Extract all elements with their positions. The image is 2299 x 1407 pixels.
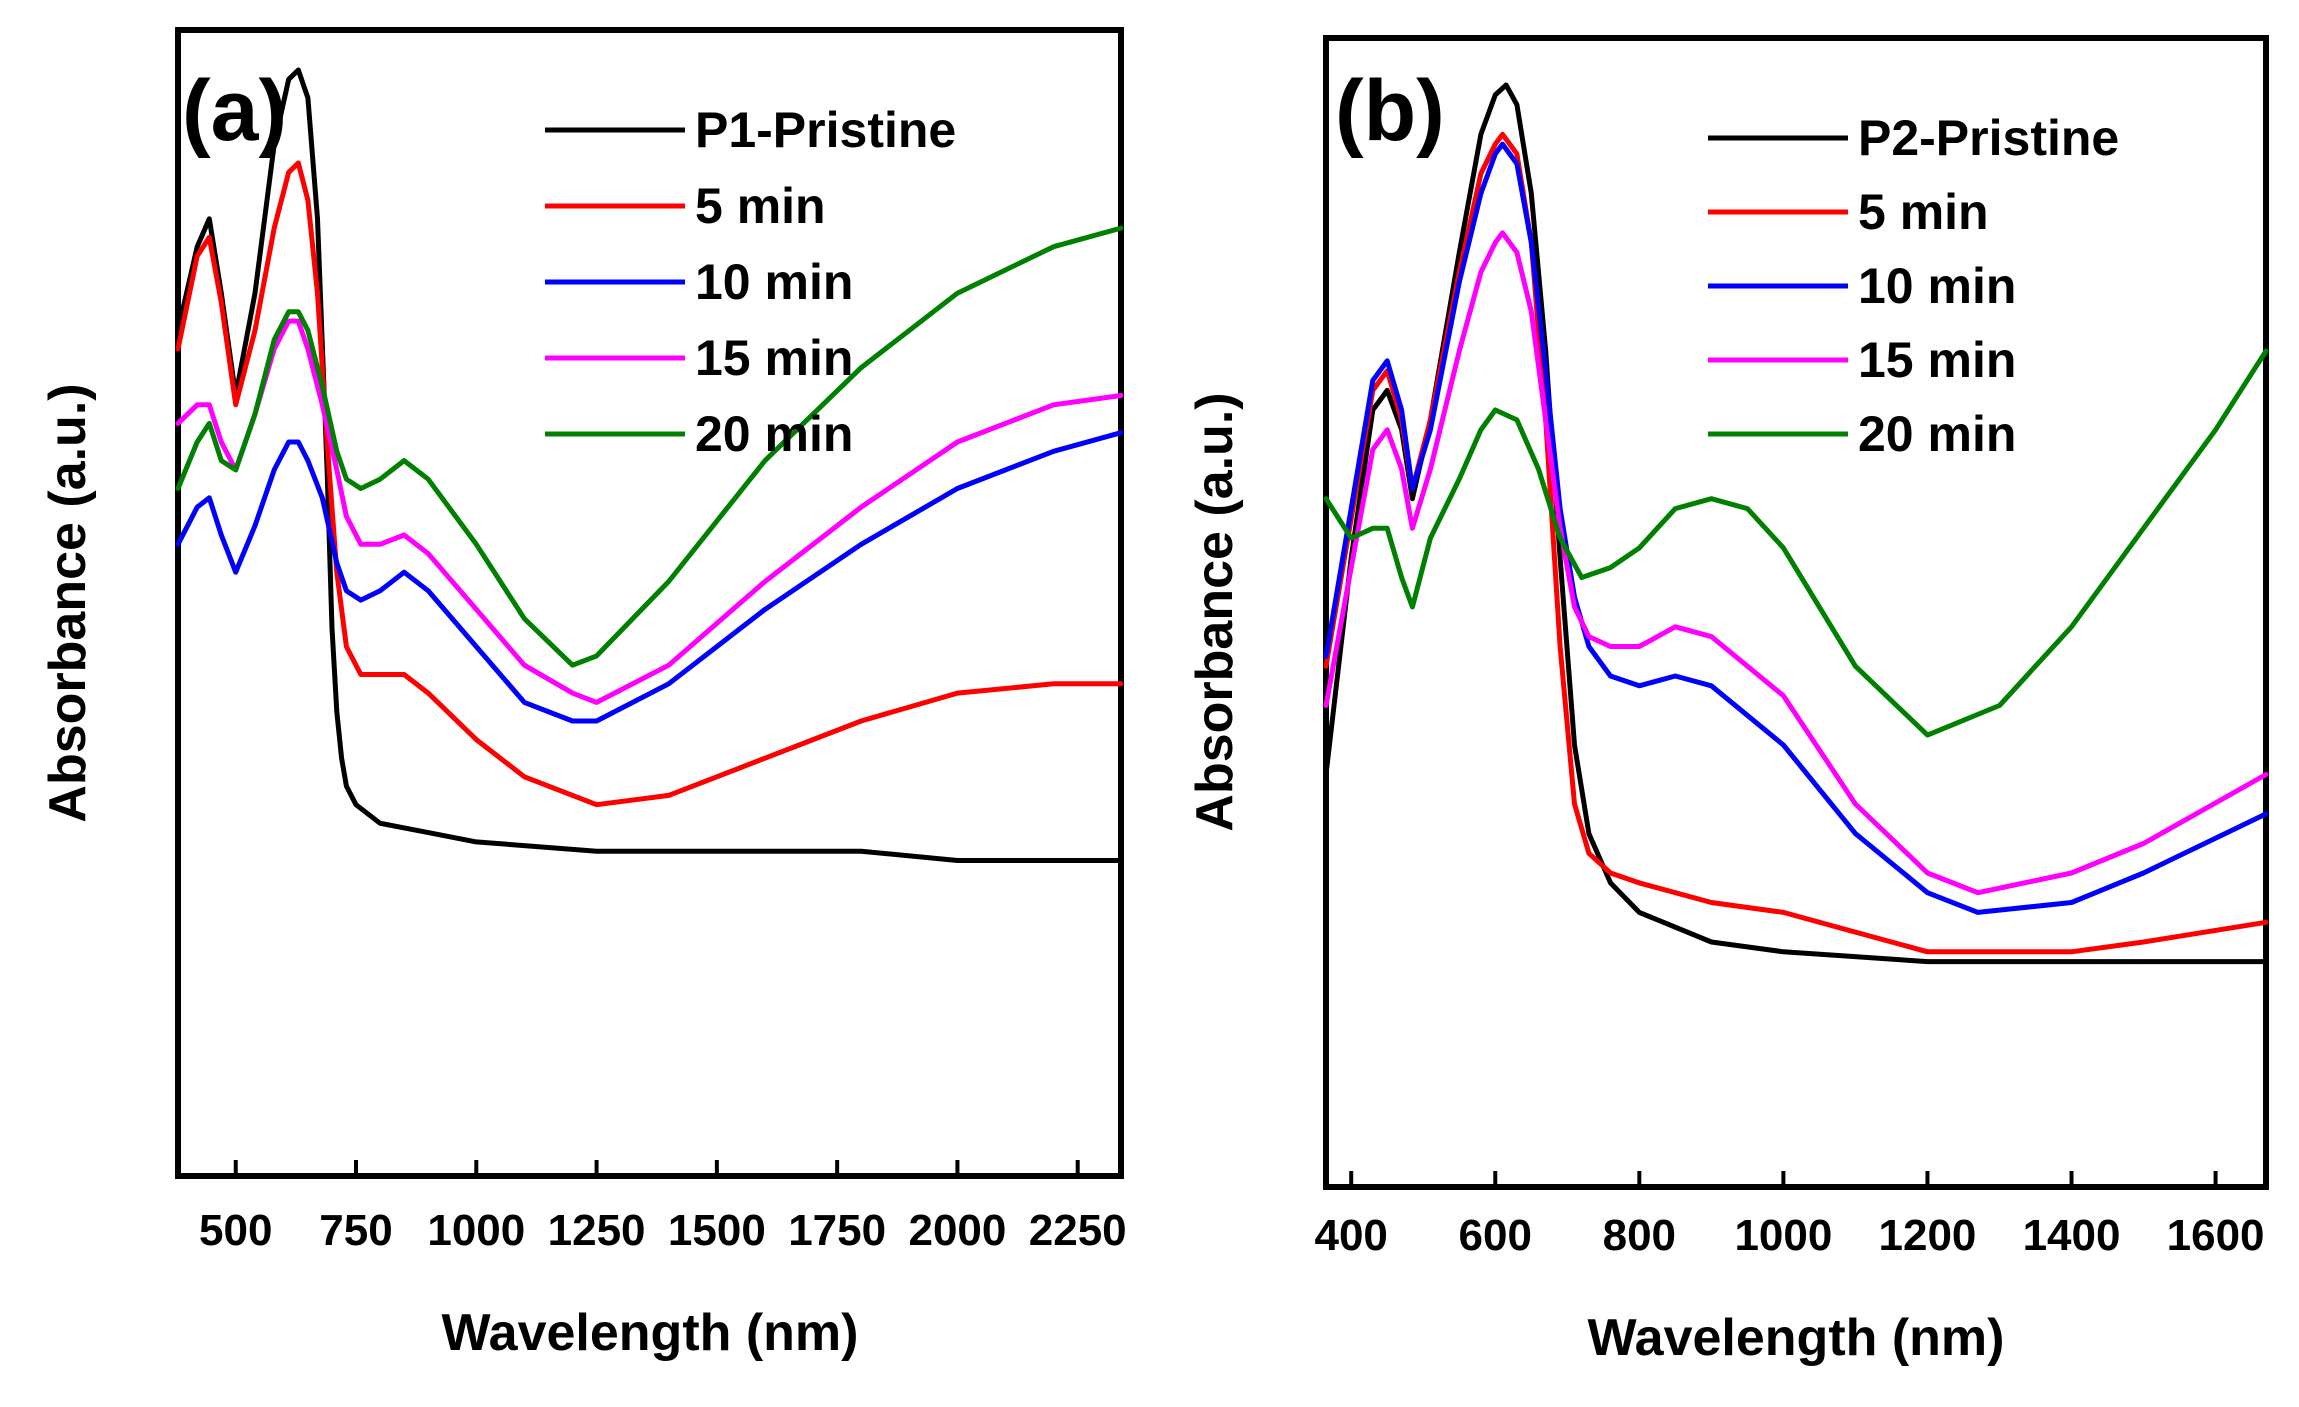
x-tick-label-b-5: 1400 <box>2023 1211 2121 1260</box>
series-group-a <box>175 67 1124 863</box>
x-tick-label-b-4: 1200 <box>1879 1211 1977 1260</box>
panel-label-a: (a) <box>182 63 287 159</box>
series-group-b <box>1323 82 2269 965</box>
x-tick-label-b-0: 400 <box>1314 1211 1387 1260</box>
x-tick-label-b-1: 600 <box>1459 1211 1532 1260</box>
x-tick-label-b-6: 1600 <box>2167 1211 2265 1260</box>
series-line-b-3 <box>1323 230 2269 896</box>
y-axis-label-b: Absorbance (a.u.) <box>1186 392 1244 831</box>
x-tick-label-a-7: 2250 <box>1029 1206 1127 1255</box>
legend-label-b-1: 5 min <box>1858 184 1989 240</box>
x-ticks-b: 400 600 800 1000 1200 1400 1600 <box>1314 1171 2265 1260</box>
plot-frame-b <box>1323 35 2269 1190</box>
series-line-b-0 <box>1323 82 2269 965</box>
legend-label-a-1: 5 min <box>695 178 826 234</box>
x-axis-label-a: Wavelength (nm) <box>442 1304 859 1362</box>
legend-b: P2-Pristine 5 min 10 min 15 min 20 min <box>1708 110 2119 462</box>
legend-label-b-4: 20 min <box>1858 406 2016 462</box>
legend-label-a-2: 10 min <box>695 254 853 310</box>
y-axis-label-a: Absorbance (a.u.) <box>39 383 97 822</box>
legend-label-a-4: 20 min <box>695 406 853 462</box>
series-line-a-0 <box>175 67 1124 863</box>
x-tick-label-b-3: 1000 <box>1734 1211 1832 1260</box>
panel-b: 400 600 800 1000 1200 1400 1600 P2-Pristine 5 m… <box>1186 35 2269 1367</box>
legend-label-b-0: P2-Pristine <box>1858 110 2119 166</box>
series-line-a-2 <box>175 430 1124 724</box>
x-tick-label-a-0: 500 <box>199 1206 272 1255</box>
series-line-a-1 <box>175 160 1124 808</box>
legend-label-a-3: 15 min <box>695 330 853 386</box>
panel-label-b: (b) <box>1335 63 1445 159</box>
x-tick-label-a-1: 750 <box>319 1206 392 1255</box>
legend-label-b-2: 10 min <box>1858 258 2016 314</box>
x-tick-label-b-2: 800 <box>1603 1211 1676 1260</box>
x-tick-label-a-4: 1500 <box>668 1206 766 1255</box>
x-axis-label-b: Wavelength (nm) <box>1588 1309 2005 1367</box>
x-tick-label-a-3: 1250 <box>548 1206 646 1255</box>
x-ticks-a: 500 750 1000 1250 1500 1750 2000 2250 <box>199 1160 1127 1255</box>
legend-a: P1-Pristine 5 min 10 min 15 min 20 min <box>545 102 956 462</box>
legend-label-b-3: 15 min <box>1858 332 2016 388</box>
panel-a: 500 750 1000 1250 1500 1750 2000 2250 P1-Pristi… <box>39 27 1127 1362</box>
plot-frame-a <box>175 27 1124 1179</box>
series-line-b-2 <box>1323 141 2269 915</box>
x-tick-label-a-6: 2000 <box>908 1206 1006 1255</box>
x-tick-label-a-5: 1750 <box>788 1206 886 1255</box>
series-line-a-4 <box>175 225 1124 668</box>
series-line-b-4 <box>1323 348 2269 738</box>
x-tick-label-a-2: 1000 <box>427 1206 525 1255</box>
legend-label-a-0: P1-Pristine <box>695 102 956 158</box>
